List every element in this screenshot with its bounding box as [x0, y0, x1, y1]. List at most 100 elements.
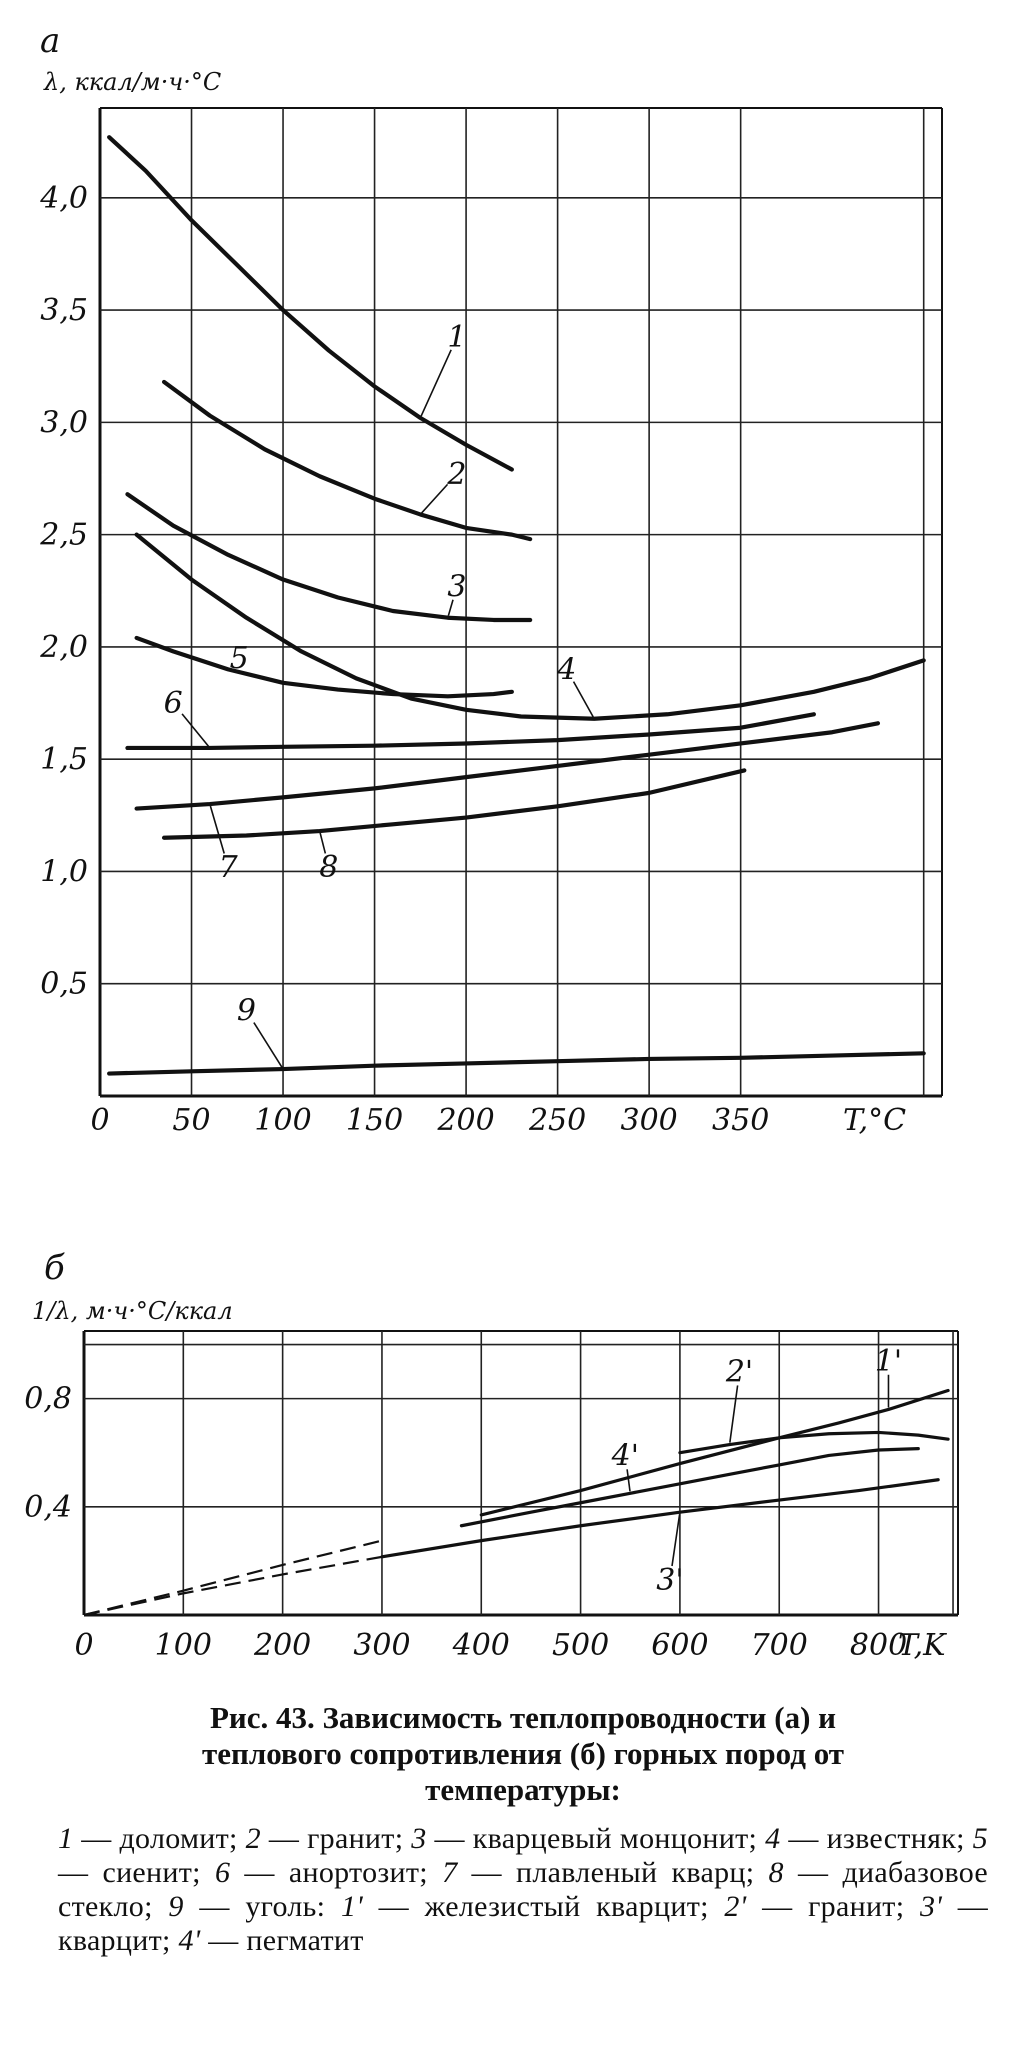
panel-letter-a: a	[40, 21, 60, 61]
legend-name: гранит;	[808, 1890, 905, 1923]
legend-entry: 1' — железистый кварцит;	[340, 1890, 709, 1923]
legend-entry: 3' — кварцит;	[58, 1890, 989, 1957]
legend-name: сиенит;	[102, 1856, 201, 1889]
panel-letter-b: б	[44, 1248, 65, 1288]
caption-title-line-2: теплового сопротивления (б) горных пород…	[201, 1736, 845, 1771]
legend-entry: 1 — доломит;	[58, 1822, 238, 1855]
legend-name: кварцевый монцонит;	[472, 1822, 758, 1855]
series-8-leader	[319, 832, 327, 854]
series-group-a: 1 2 3 4 5 6 7 8 9	[107, 135, 926, 1076]
x-tick-label: 0	[74, 1628, 93, 1663]
y-axis-title-b: 1/λ, м·ч·°C/ккал	[32, 1297, 233, 1325]
x-axis-title-a: T,°C	[843, 1103, 906, 1138]
y-tick-label: 1,5	[40, 742, 88, 777]
y-tick-label: 2,0	[39, 630, 88, 665]
x-tick-label: 300	[620, 1103, 677, 1138]
series-7-line	[134, 721, 881, 811]
series-3'-line	[380, 1478, 940, 1559]
y-tick-label: 0,4	[24, 1490, 72, 1525]
legend-name: анортозит;	[288, 1856, 428, 1889]
grid-a	[98, 107, 943, 1098]
legend-number: 3'	[920, 1890, 943, 1923]
series-2'-leader	[729, 1385, 739, 1443]
caption-title: Рис. 43. Зависимость теплопроводности (а…	[58, 1700, 988, 1808]
y-tick-label: 3,0	[40, 405, 88, 440]
series-6-label: 6	[164, 686, 183, 721]
series-3'-leader	[671, 1514, 681, 1567]
legend-entry: 6 — анортозит;	[214, 1856, 428, 1889]
x-tick-label: 800	[850, 1628, 907, 1663]
ticks-group-b: 0 100 200 300 400 500 600 700 800 0,4 0,8	[24, 1382, 907, 1663]
legend-number: 3	[411, 1822, 427, 1855]
series-7-label: 7	[219, 850, 239, 885]
series-8-line	[161, 768, 747, 840]
chart-a: a λ, ккал/м·ч·°C T,°C 1 2 3 4 5 6 7 8 9 0 50 100 15…	[39, 21, 943, 1138]
x-tick-label: 400	[452, 1628, 510, 1663]
x-tick-label: 100	[254, 1103, 311, 1138]
series-2-label: 2	[446, 457, 466, 492]
x-tick-label: 100	[155, 1628, 212, 1663]
legend-name: известняк;	[826, 1822, 965, 1855]
x-tick-label: 250	[528, 1103, 586, 1138]
series-2'-label: 2'	[725, 1355, 753, 1390]
series-4'-line	[459, 1447, 920, 1528]
x-tick-label: 300	[353, 1628, 410, 1663]
series-3-leader	[447, 599, 454, 617]
series-4-label: 4	[556, 652, 576, 687]
legend-name: диабазовое стекло;	[58, 1856, 988, 1923]
series-3'-dashed-line	[83, 1555, 383, 1617]
series-1-label: 1	[447, 320, 466, 355]
legend-entry: 2 — гранит;	[245, 1822, 404, 1855]
x-axis-title-b: T,K	[898, 1628, 947, 1663]
legend-name: гранит;	[307, 1822, 404, 1855]
series-3'-label: 3'	[656, 1563, 683, 1598]
series-5-line	[134, 635, 514, 699]
caption-title-line-3: температуры:	[425, 1772, 621, 1807]
legend-entry: 4' — пегматит	[178, 1924, 364, 1957]
legend-entry: 7 — плавленый кварц;	[442, 1856, 755, 1889]
series-1-line	[107, 135, 514, 472]
series-4'-leader	[626, 1469, 631, 1492]
series-2'-line	[678, 1430, 950, 1455]
series-9-leader	[253, 1022, 283, 1068]
legend-number: 4	[765, 1822, 781, 1855]
legend-entry: 3 — кварцевый монцонит;	[411, 1822, 758, 1855]
y-tick-label: 2,5	[39, 518, 88, 553]
ticks-group-a: 0 50 100 150 200 250 300 350 0,5 1,0 1,5 2,0 2,5 3,0 3…	[39, 181, 769, 1138]
figure-caption: Рис. 43. Зависимость теплопроводности (а…	[58, 1700, 988, 1958]
legend-entry: 9 — уголь:	[168, 1890, 326, 1923]
series-9-line	[107, 1051, 926, 1076]
legend-name: доломит;	[119, 1822, 238, 1855]
legend-number: 5	[972, 1822, 988, 1855]
legend-number: 1'	[340, 1890, 363, 1923]
series-1'-dashed-line	[83, 1539, 383, 1617]
series-3-label: 3	[447, 569, 466, 604]
y-tick-label: 0,8	[24, 1382, 72, 1417]
legend-number: 2	[245, 1822, 261, 1855]
legend-number: 6	[214, 1856, 231, 1889]
legend-entry: 5 — сиенит;	[58, 1822, 988, 1889]
legend-number: 8	[768, 1856, 784, 1889]
series-1'-label: 1'	[875, 1344, 902, 1379]
legend-name: железистый кварцит;	[424, 1890, 709, 1923]
legend-entry: 8 — диабазовое стекло;	[58, 1856, 988, 1923]
series-4-leader	[572, 681, 594, 718]
legend-name: уголь:	[245, 1890, 326, 1923]
x-tick-label: 50	[172, 1103, 210, 1138]
series-3-line	[125, 492, 533, 623]
legend-name: плавленый кварц;	[516, 1856, 755, 1889]
series-2-leader	[421, 483, 449, 514]
y-tick-label: 4,0	[39, 181, 88, 216]
y-axis-title-a: λ, ккал/м·ч·°C	[43, 68, 221, 96]
legend-number: 4'	[178, 1924, 201, 1957]
series-6-line	[125, 712, 816, 751]
x-tick-label: 200	[253, 1628, 311, 1663]
x-tick-label: 700	[751, 1628, 808, 1663]
series-4-line	[134, 532, 926, 721]
legend-name: пегматит	[246, 1924, 364, 1957]
grid-b	[82, 1330, 959, 1617]
series-9-label: 9	[237, 994, 256, 1029]
legend-number: 2'	[724, 1890, 747, 1923]
legend-number: 9	[168, 1890, 184, 1923]
legend-name: кварцит;	[58, 1924, 171, 1957]
